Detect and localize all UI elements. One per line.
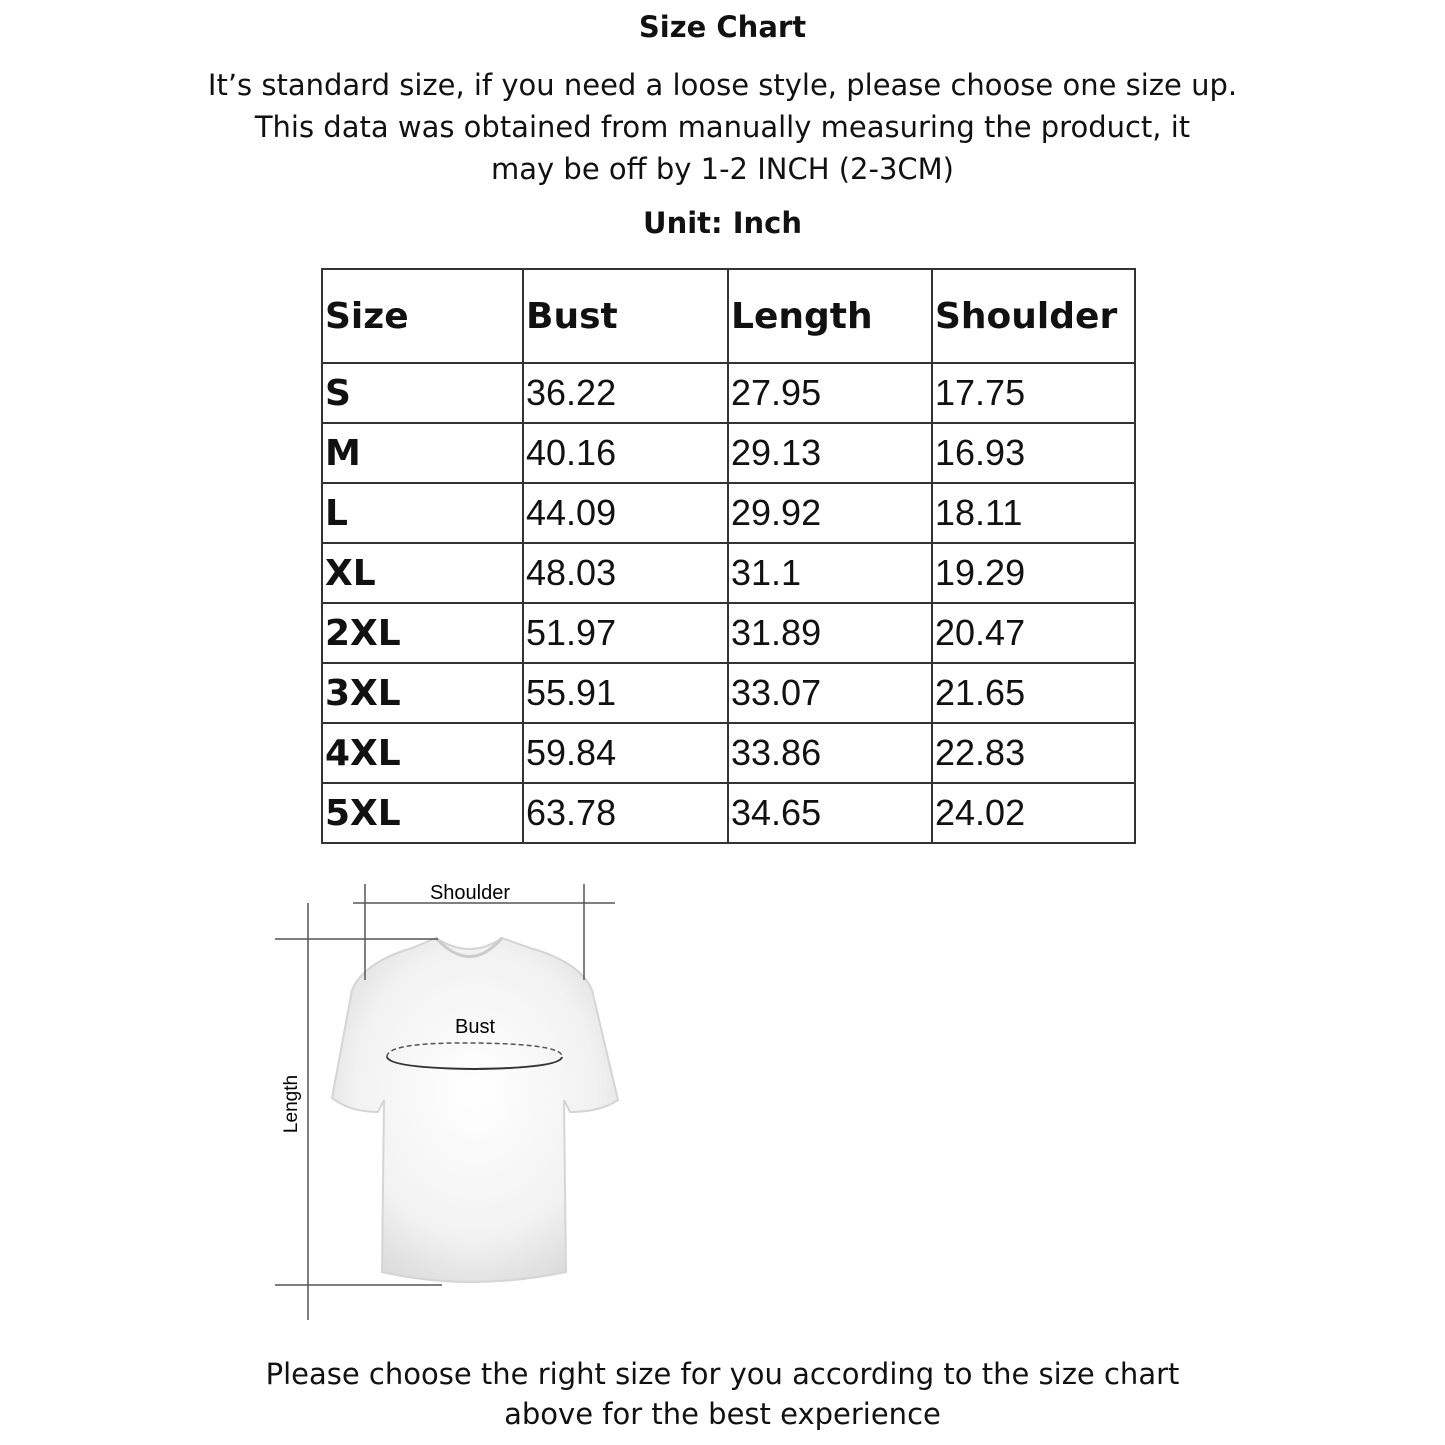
measurement-cell: 48.03	[522, 542, 729, 604]
measurement-cell: 34.65	[727, 782, 933, 844]
measurement-cell: 31.89	[727, 602, 933, 664]
measurement-cell: 27.95	[727, 362, 933, 424]
bust-label: Bust	[455, 1016, 495, 1038]
size-table: Size Bust Length Shoulder S 36.22 27.95 17.…	[321, 268, 1136, 844]
table-row: 5XL 63.78 34.65 24.02	[321, 782, 1136, 844]
measurement-cell: 17.75	[931, 362, 1136, 424]
measurement-cell: 20.47	[931, 602, 1136, 664]
intro-line: This data was obtained from manually mea…	[254, 110, 1191, 144]
measurement-cell: 24.02	[931, 782, 1136, 844]
measurement-cell: 55.91	[522, 662, 729, 724]
size-cell: 3XL	[321, 662, 524, 724]
measurement-cell: 36.22	[522, 362, 729, 424]
table-row: XL 48.03 31.1 19.29	[321, 542, 1136, 604]
page-title: Size Chart	[638, 10, 807, 44]
tshirt-measurement-diagram: Shoulder Bust Length	[275, 882, 620, 1320]
column-header: Shoulder	[931, 268, 1136, 364]
measurement-cell: 22.83	[931, 722, 1136, 784]
size-cell: S	[321, 362, 524, 424]
measurement-cell: 29.13	[727, 422, 933, 484]
table-row: S 36.22 27.95 17.75	[321, 362, 1136, 424]
measurement-cell: 19.29	[931, 542, 1136, 604]
measurement-cell: 33.07	[727, 662, 933, 724]
tshirt-image	[330, 936, 620, 1283]
measurement-cell: 16.93	[931, 422, 1136, 484]
intro-line: It’s standard size, if you need a loose …	[207, 68, 1238, 102]
measurement-cell: 18.11	[931, 482, 1136, 544]
size-cell: XL	[321, 542, 524, 604]
size-cell: 2XL	[321, 602, 524, 664]
bust-line	[386, 1056, 563, 1071]
measurement-cell: 59.84	[522, 722, 729, 784]
intro-line: may be off by 1-2 INCH (2-3CM)	[491, 152, 954, 186]
table-row: M 40.16 29.13 16.93	[321, 422, 1136, 484]
measurement-cell: 33.86	[727, 722, 933, 784]
length-label: Length	[281, 1075, 302, 1133]
measurement-cell: 51.97	[522, 602, 729, 664]
measurement-cell: 31.1	[727, 542, 933, 604]
table-row: 4XL 59.84 33.86 22.83	[321, 722, 1136, 784]
size-cell: L	[321, 482, 524, 544]
size-cell: 5XL	[321, 782, 524, 844]
table-row: L 44.09 29.92 18.11	[321, 482, 1136, 544]
footer-text: Please choose the right size for you acc…	[0, 1354, 1445, 1434]
size-cell: 4XL	[321, 722, 524, 784]
measurement-cell: 29.92	[727, 482, 933, 544]
table-row: 3XL 55.91 33.07 21.65	[321, 662, 1136, 724]
measurement-cell: 40.16	[522, 422, 729, 484]
measurement-cell: 44.09	[522, 482, 729, 544]
unit-label: Unit: Inch	[643, 206, 802, 240]
shoulder-label: Shoulder	[430, 882, 510, 904]
table-row: 2XL 51.97 31.89 20.47	[321, 602, 1136, 664]
table-header-row: Size Bust Length Shoulder	[321, 268, 1136, 364]
column-header: Size	[321, 268, 524, 364]
intro-text: It’s standard size, if you need a loose …	[0, 64, 1445, 190]
measurement-cell: 63.78	[522, 782, 729, 844]
size-cell: M	[321, 422, 524, 484]
column-header: Length	[727, 268, 933, 364]
footer-line: above for the best experience	[504, 1397, 941, 1431]
column-header: Bust	[522, 268, 729, 364]
footer-line: Please choose the right size for you acc…	[265, 1357, 1180, 1391]
measurement-cell: 21.65	[931, 662, 1136, 724]
